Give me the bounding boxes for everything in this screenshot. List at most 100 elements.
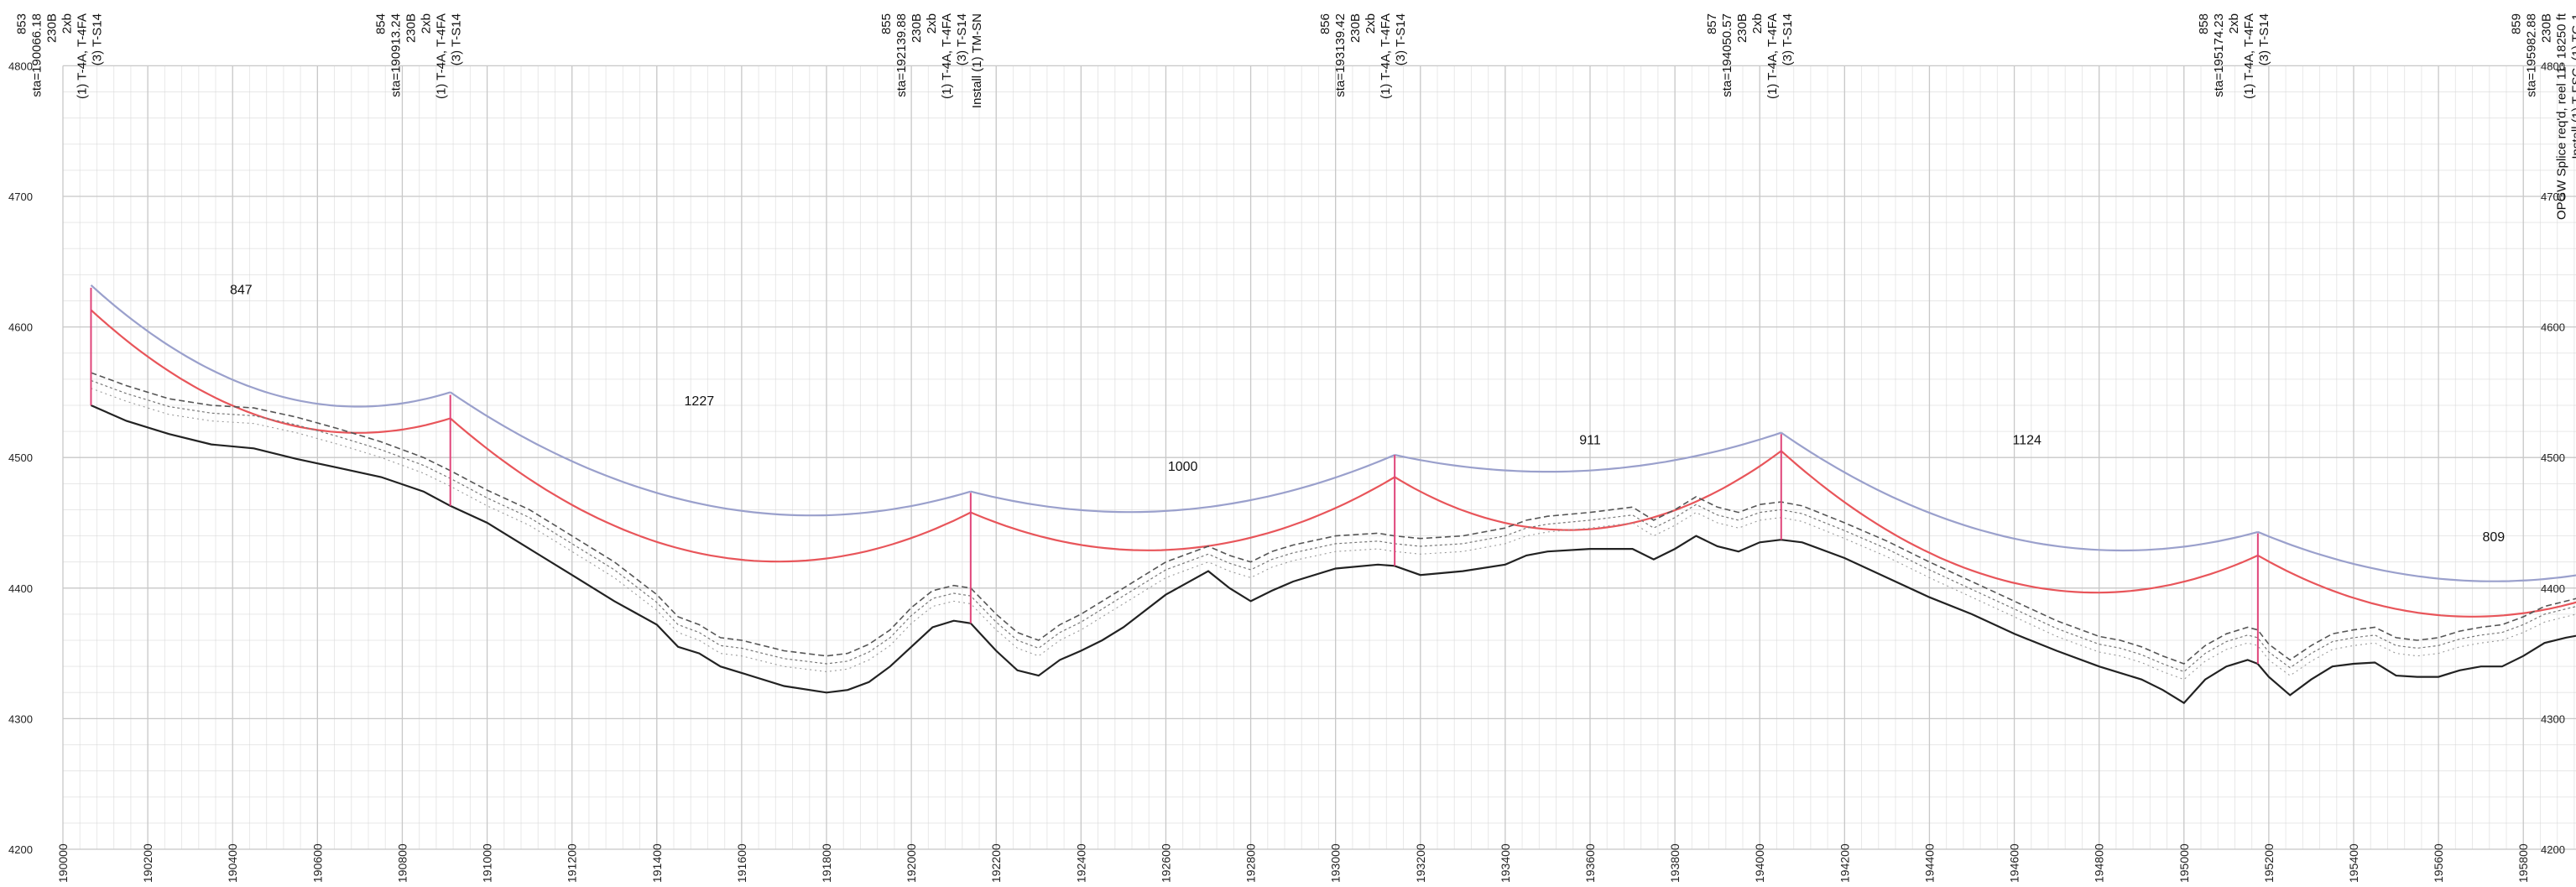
x-tick-label: 193800 xyxy=(1668,843,1682,883)
x-tick-label: 191200 xyxy=(566,843,579,883)
structure-annotation-line: 857 xyxy=(1705,13,1719,34)
upper-conductor-curve xyxy=(970,454,1395,514)
axes: 4200 4200 4300 4300 4400 4400 4500 4500 4600 4600… xyxy=(8,60,2565,883)
y-tick-label-left: 4500 xyxy=(8,451,33,464)
structure-annotation-line: 855 xyxy=(879,13,894,34)
structure-annotation-line: sta=193139.42 xyxy=(1333,13,1348,97)
structure-annotation-line: 2xb xyxy=(60,13,74,34)
structure-annotation-line: 2xb xyxy=(1364,13,1378,34)
structure-annotation: 857 sta=194050.57 230B 2xb (1) T-4A, T-4FA (3… xyxy=(1705,13,1795,99)
ground-profile-line xyxy=(90,404,2576,705)
structure-annotation-line: (3) T-S14 xyxy=(450,13,464,65)
structure-annotation-line: 2xb xyxy=(420,13,434,34)
structure-annotation-line: Install (1) TM-SN xyxy=(970,13,984,108)
structure-annotation-line: 230B xyxy=(2540,13,2554,43)
structure-annotation-line: (3) T-S14 xyxy=(955,13,969,65)
y-tick-label-left: 4700 xyxy=(8,190,33,203)
structure-annotation: 858 sta=195174.23 2xb (1) T-4A, T-4FA (3) T-… xyxy=(2197,13,2271,99)
structure-annotation-line: sta=195174.23 xyxy=(2212,13,2226,97)
y-tick-label-right: 4600 xyxy=(2541,321,2565,334)
y-tick-label-left: 4400 xyxy=(8,582,33,595)
x-tick-label: 192400 xyxy=(1074,843,1087,883)
x-tick-label: 195600 xyxy=(2432,843,2445,883)
x-tick-label: 192000 xyxy=(905,843,918,883)
sag-conductor-curve xyxy=(970,476,1395,551)
x-tick-label: 191800 xyxy=(820,843,833,883)
structure-annotation-line: sta=190066.18 xyxy=(29,13,44,97)
y-tick-label-left: 4600 xyxy=(8,321,33,334)
structure-annotation-line: Install (1) T-FSC, (1) TG-1 xyxy=(2570,13,2576,159)
structure-annotation-line: 230B xyxy=(1735,13,1749,43)
structure-annotation-line: 853 xyxy=(14,13,29,34)
x-tick-label: 191400 xyxy=(650,843,664,883)
sag-conductor-curve xyxy=(449,417,972,563)
structure-annotation-line: (3) T-S14 xyxy=(90,13,104,65)
x-tick-label: 195800 xyxy=(2516,843,2530,883)
offset-profile-line-secondary xyxy=(91,379,2576,673)
upper-conductor-curve xyxy=(2257,530,2576,582)
structure-annotation: 855 sta=192139.88 230B 2xb (1) T-4A, T-4FA (3… xyxy=(879,13,984,108)
structure-annotation-line: OPGW Splice req'd, reel 11- 18250 ft xyxy=(2555,13,2569,220)
grid xyxy=(62,65,2576,850)
structure-annotation-line: 230B xyxy=(1348,13,1363,43)
structure-annotation-line: (3) T-S14 xyxy=(1394,13,1408,65)
structure-annotation-line: (3) T-S14 xyxy=(1781,13,1795,65)
upper-conductor-curve xyxy=(1781,431,2259,552)
structure-annotation-line: 2xb xyxy=(2227,13,2241,34)
x-tick-label: 190800 xyxy=(395,843,409,883)
x-tick-label: 193400 xyxy=(1499,843,1512,883)
x-tick-label: 194600 xyxy=(2008,843,2021,883)
y-tick-label-right: 4700 xyxy=(2541,190,2565,203)
x-tick-label: 190200 xyxy=(141,843,154,883)
x-tick-label: 192600 xyxy=(1159,843,1172,883)
span-length-label: 809 xyxy=(2482,530,2505,545)
structure-annotation-line: sta=190913.24 xyxy=(389,13,404,97)
sag-conductor-curve xyxy=(90,309,451,434)
x-tick-label: 193000 xyxy=(1329,843,1343,883)
structure-annotation-line: 2xb xyxy=(1750,13,1765,34)
offset-profile-line-tertiary xyxy=(91,388,2576,681)
structure-annotation-line: (1) T-4A, T-4FA xyxy=(435,13,449,99)
x-tick-label: 194200 xyxy=(1838,843,1851,883)
structure-annotation-line: sta=194050.57 xyxy=(1720,13,1734,97)
structure-annotation-line: (3) T-S14 xyxy=(2257,13,2271,65)
offset-profile-line xyxy=(91,372,2576,665)
x-tick-label: 192200 xyxy=(989,843,1003,883)
structure-annotation-line: 230B xyxy=(404,13,419,43)
y-tick-label-right: 4300 xyxy=(2541,712,2565,725)
sag-conductor-curve xyxy=(2257,554,2576,618)
structure-annotation-line: 856 xyxy=(1318,13,1332,34)
span-length-label: 1124 xyxy=(2013,434,2042,448)
x-tick-label: 194400 xyxy=(1922,843,1936,883)
structure-annotation: 859 sta=195982.88 230B OPGW Splice req'd, r… xyxy=(2510,13,2576,220)
structure-annotation-line: (1) T-4A, T-4FA xyxy=(1765,13,1780,99)
structure-annotation: 856 sta=193139.42 230B 2xb (1) T-4A, T-4FA (3… xyxy=(1318,13,1408,99)
y-tick-label-right: 4200 xyxy=(2541,843,2565,856)
x-tick-label: 194000 xyxy=(1753,843,1766,883)
y-tick-label-left: 4300 xyxy=(8,712,33,725)
terrain-profile-series xyxy=(90,372,2576,705)
y-tick-label-left: 4800 xyxy=(8,60,33,72)
y-tick-label-right: 4500 xyxy=(2541,451,2565,464)
structure-annotation-line: 854 xyxy=(374,13,388,34)
structure-annotation-line: sta=195982.88 xyxy=(2525,13,2539,97)
span-length-label: 1227 xyxy=(685,394,715,409)
x-tick-label: 195000 xyxy=(2177,843,2191,883)
sag-conductor-curve xyxy=(1781,450,2259,594)
span-length-label: 847 xyxy=(230,284,253,298)
upper-conductor-curve xyxy=(450,391,972,517)
x-tick-label: 193200 xyxy=(1414,843,1427,883)
structures xyxy=(90,287,2259,665)
x-tick-label: 192800 xyxy=(1244,843,1258,883)
structure-annotation-line: 858 xyxy=(2197,13,2211,34)
structure-annotation-line: sta=192139.88 xyxy=(894,13,909,97)
x-tick-label: 194800 xyxy=(2093,843,2106,883)
x-tick-label: 190600 xyxy=(310,843,324,883)
x-tick-label: 191600 xyxy=(735,843,748,883)
y-tick-label-right: 4400 xyxy=(2541,582,2565,595)
span-length-label: 911 xyxy=(1579,434,1601,448)
upper-conductor-curve xyxy=(90,284,451,408)
structure-annotation-line: (1) T-4A, T-4FA xyxy=(1379,13,1393,99)
x-tick-label: 193600 xyxy=(1583,843,1597,883)
